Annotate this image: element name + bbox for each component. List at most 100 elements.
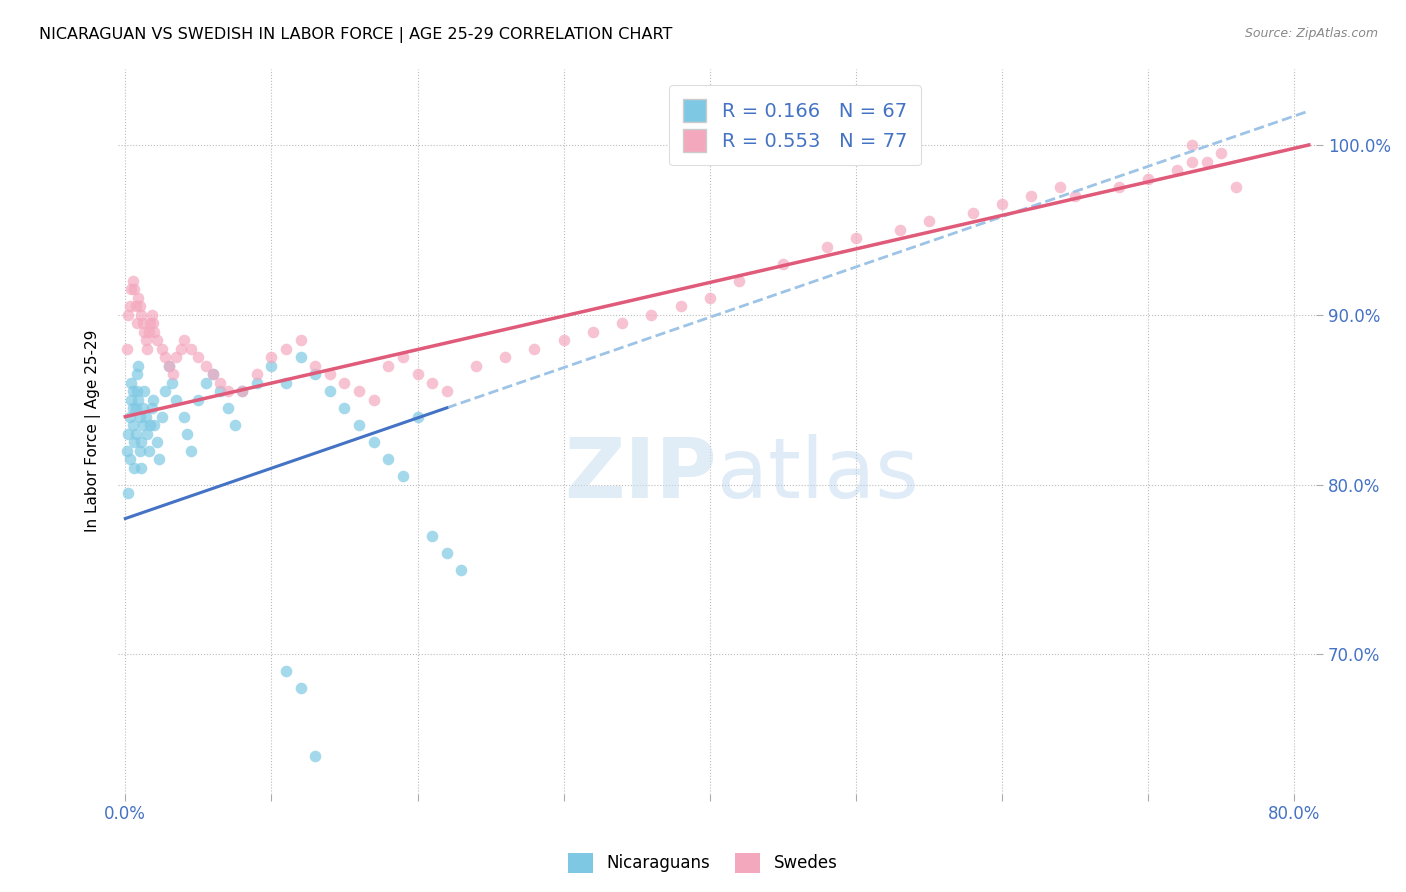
Point [180,342,202,356]
Point [187,392,209,407]
Point [699,291,721,305]
Point [121,384,143,399]
Point [231,384,253,399]
Point [124,401,146,416]
Point [304,359,326,373]
Point [319,368,342,382]
Point [209,376,232,390]
Point [610,316,633,330]
Point [347,418,370,433]
Point [845,231,868,245]
Point [122,282,145,296]
Point [128,443,150,458]
Point [128,299,150,313]
Point [157,359,180,373]
Point [815,240,838,254]
Point [290,350,312,364]
Point [377,452,399,467]
Point [118,299,141,313]
Point [962,206,984,220]
Point [135,409,157,424]
Legend: R = 0.166   N = 67, R = 0.553   N = 77: R = 0.166 N = 67, R = 0.553 N = 77 [669,86,921,165]
Point [640,308,662,322]
Point [131,435,153,450]
Y-axis label: In Labor Force | Age 25-29: In Labor Force | Age 25-29 [86,330,101,533]
Point [918,214,941,228]
Point [436,384,458,399]
Point [319,384,342,399]
Point [173,333,195,347]
Point [201,368,224,382]
Text: atlas: atlas [717,434,920,515]
Point [1181,137,1204,152]
Point [138,325,160,339]
Point [136,426,159,441]
Point [246,376,269,390]
Point [420,528,443,542]
Point [187,350,209,364]
Point [420,376,443,390]
Point [150,342,173,356]
Point [141,401,163,416]
Point [160,376,183,390]
Point [124,299,146,313]
Point [1181,155,1204,169]
Point [143,418,166,433]
Point [118,452,141,467]
Point [134,325,156,339]
Point [1211,146,1233,161]
Point [122,435,145,450]
Point [120,392,142,407]
Point [465,359,488,373]
Point [582,325,605,339]
Point [127,392,149,407]
Point [209,384,232,399]
Point [991,197,1014,211]
Point [290,681,312,696]
Point [523,342,546,356]
Point [122,460,145,475]
Text: NICARAGUAN VS SWEDISH IN LABOR FORCE | AGE 25-29 CORRELATION CHART: NICARAGUAN VS SWEDISH IN LABOR FORCE | A… [39,27,672,43]
Point [201,368,224,382]
Point [120,282,142,296]
Point [125,368,148,382]
Point [406,368,429,382]
Point [139,316,162,330]
Point [889,223,911,237]
Point [117,308,139,322]
Point [1049,180,1071,194]
Point [153,384,176,399]
Point [304,749,326,764]
Point [132,418,155,433]
Point [304,368,326,382]
Point [117,486,139,500]
Point [669,299,692,313]
Point [115,443,138,458]
Point [150,409,173,424]
Point [1064,189,1087,203]
Point [148,452,170,467]
Point [173,409,195,424]
Point [772,257,794,271]
Point [217,384,239,399]
Point [153,350,176,364]
Point [1108,180,1130,194]
Point [120,376,142,390]
Point [194,376,217,390]
Point [127,359,149,373]
Point [363,435,385,450]
Point [377,359,399,373]
Point [125,316,148,330]
Point [194,359,217,373]
Point [125,384,148,399]
Point [138,443,160,458]
Point [1195,155,1218,169]
Point [142,392,165,407]
Point [553,333,575,347]
Point [118,409,141,424]
Point [290,333,312,347]
Point [436,545,458,559]
Point [231,384,253,399]
Point [134,384,156,399]
Point [115,342,138,356]
